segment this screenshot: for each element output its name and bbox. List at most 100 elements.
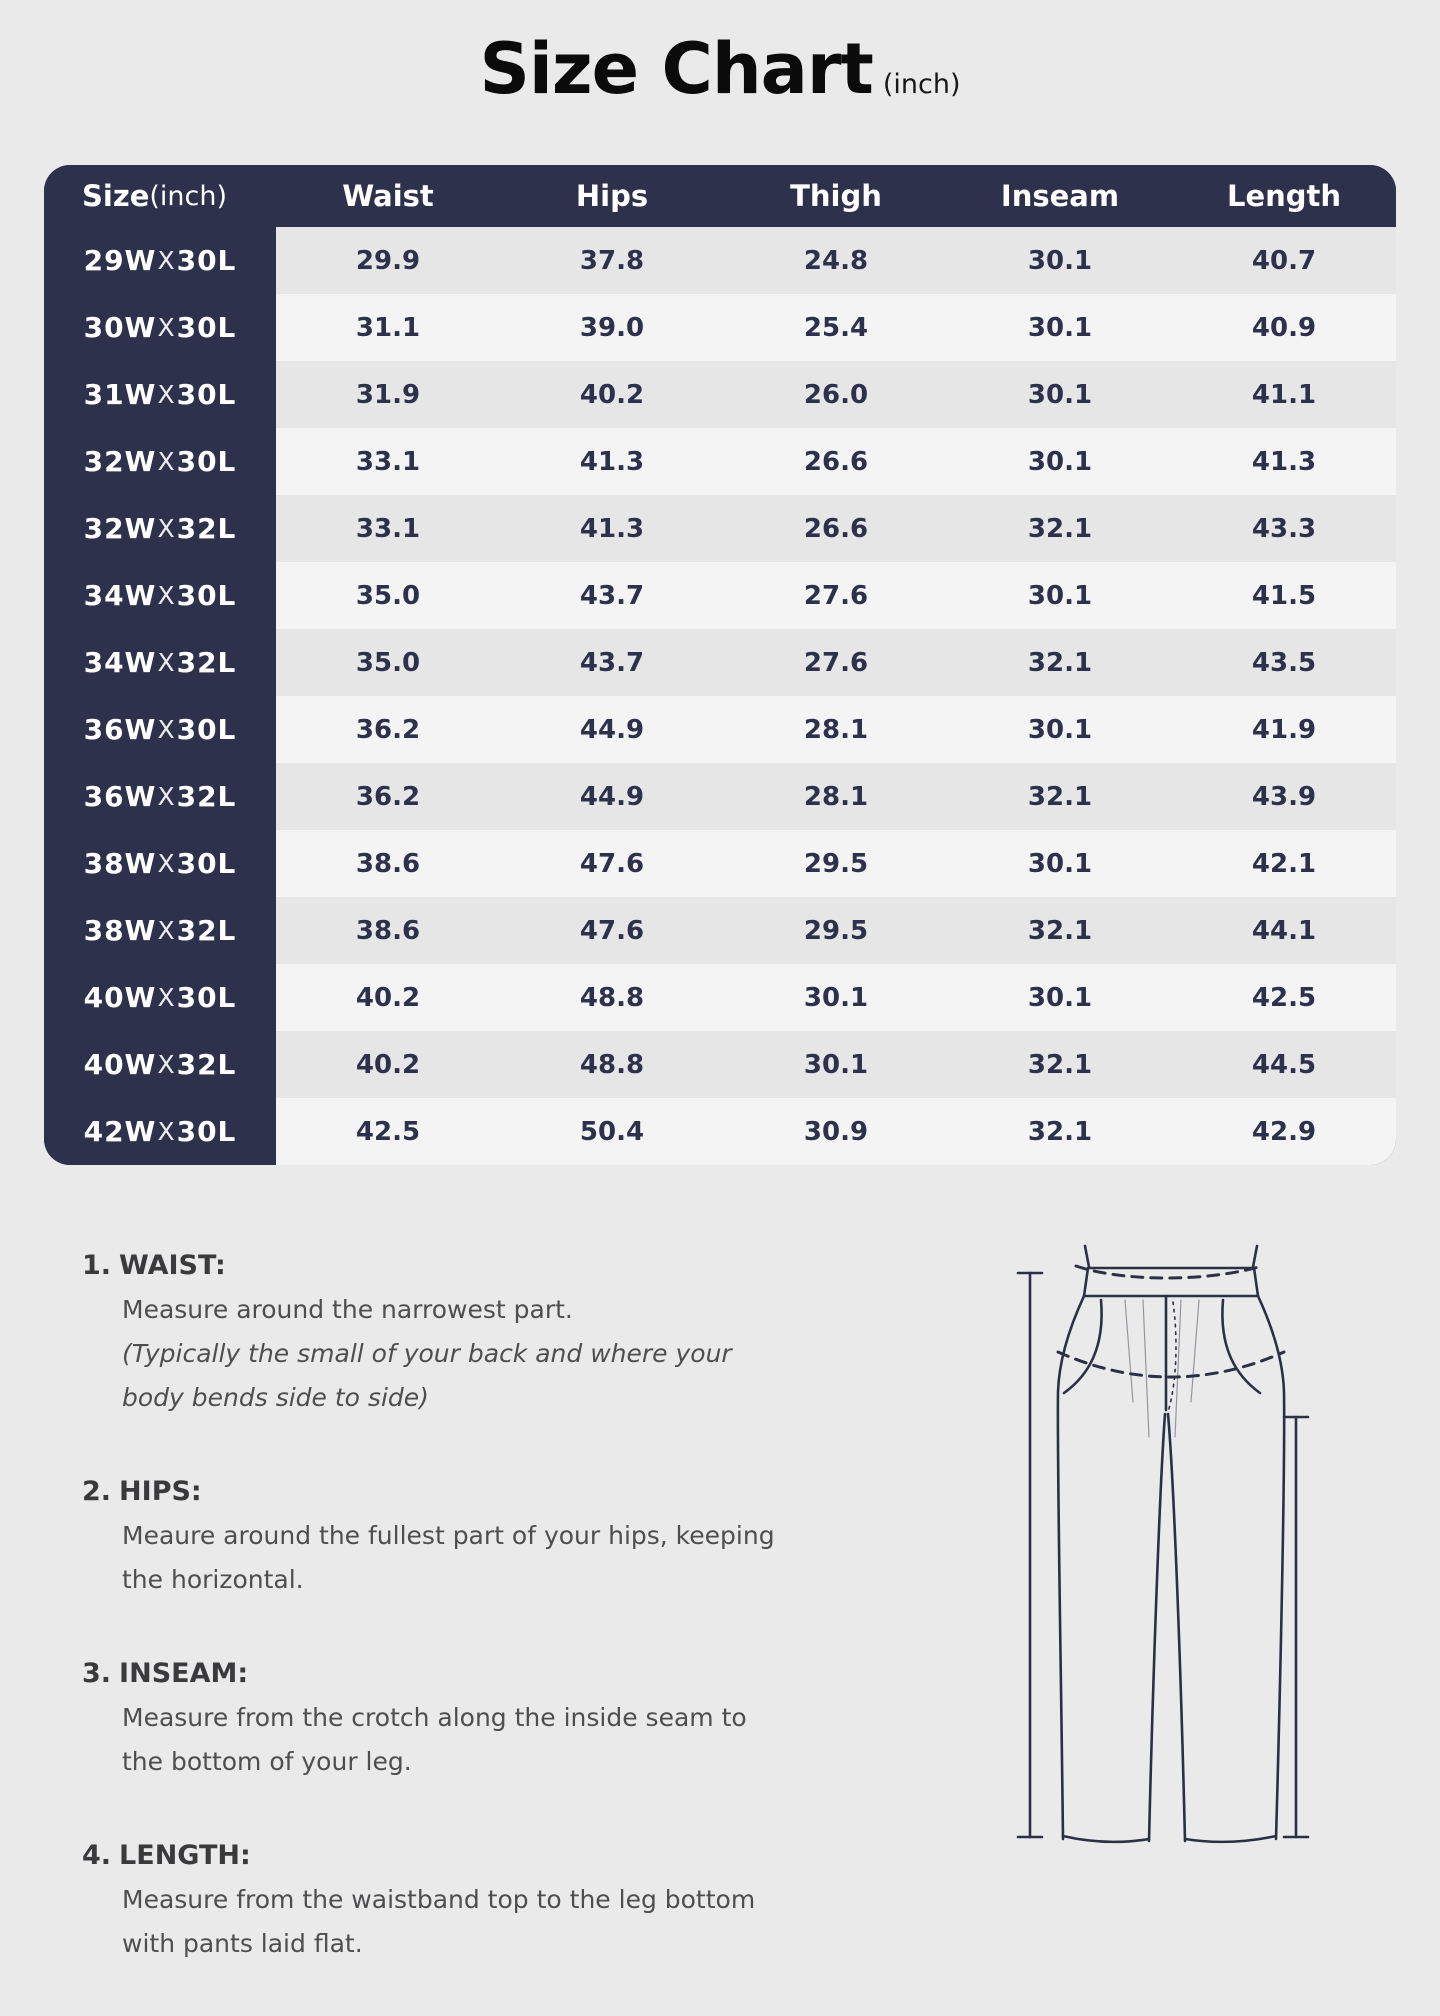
size-cell: 32W X 32L [44, 495, 276, 562]
instruction-heading: 1. WAIST: [82, 1244, 842, 1288]
instruction-title: WAIST: [119, 1250, 226, 1281]
value-cell: 32.1 [948, 1098, 1172, 1165]
column-header-waist: Waist [276, 165, 500, 227]
size-cell: 40W X 32L [44, 1031, 276, 1098]
value-cell: 44.5 [1172, 1031, 1396, 1098]
column-header-thigh: Thigh [724, 165, 948, 227]
value-cell: 38.6 [276, 897, 500, 964]
value-cell: 47.6 [500, 830, 724, 897]
size-x: X [157, 916, 176, 945]
size-cell: 32W X 30L [44, 428, 276, 495]
value-cell: 41.5 [1172, 562, 1396, 629]
value-cell: 36.2 [276, 763, 500, 830]
size-cell: 34W X 32L [44, 629, 276, 696]
value-cell: 26.6 [724, 495, 948, 562]
instruction-number: 1. [82, 1250, 112, 1281]
value-cell: 28.1 [724, 763, 948, 830]
instruction-title: INSEAM: [119, 1658, 249, 1689]
value-cell: 43.7 [500, 629, 724, 696]
size-l: 32L [176, 646, 237, 679]
value-cell: 40.2 [500, 361, 724, 428]
size-l: 30L [176, 311, 237, 344]
value-cell: 41.3 [1172, 428, 1396, 495]
instruction-line: Meaure around the fullest part of your h… [122, 1521, 775, 1550]
size-cell: 38W X 30L [44, 830, 276, 897]
value-cell: 30.1 [948, 361, 1172, 428]
size-cell: 36W X 30L [44, 696, 276, 763]
value-cell: 32.1 [948, 763, 1172, 830]
value-cell: 47.6 [500, 897, 724, 964]
value-cell: 31.1 [276, 294, 500, 361]
value-cell: 32.1 [948, 629, 1172, 696]
size-l: 30L [176, 445, 237, 478]
column-header-inseam: Inseam [948, 165, 1172, 227]
value-cell: 42.5 [1172, 964, 1396, 1031]
size-cell: 40W X 30L [44, 964, 276, 1031]
value-cell: 44.9 [500, 763, 724, 830]
size-w: 42W [83, 1115, 157, 1148]
inseam-measure-line [1282, 1415, 1310, 1839]
size-l: 30L [176, 579, 237, 612]
value-cell: 40.7 [1172, 227, 1396, 294]
instruction-inseam: 3. INSEAM: Measure from the crotch along … [82, 1652, 842, 1784]
value-cell: 28.1 [724, 696, 948, 763]
size-x: X [157, 1050, 176, 1079]
value-cell: 30.1 [948, 696, 1172, 763]
value-cell: 27.6 [724, 629, 948, 696]
instruction-line: the horizontal. [122, 1565, 304, 1594]
instruction-hips: 2. HIPS: Meaure around the fullest part o… [82, 1470, 842, 1602]
value-cell: 43.3 [1172, 495, 1396, 562]
size-cell: 36W X 32L [44, 763, 276, 830]
size-cell: 31W X 30L [44, 361, 276, 428]
size-l: 30L [176, 981, 237, 1014]
size-w: 31W [83, 378, 157, 411]
value-cell: 29.5 [724, 830, 948, 897]
size-l: 32L [176, 914, 237, 947]
value-cell: 30.1 [948, 830, 1172, 897]
instruction-title: LENGTH: [119, 1840, 251, 1871]
size-l: 30L [176, 378, 237, 411]
value-cell: 44.1 [1172, 897, 1396, 964]
value-cell: 32.1 [948, 897, 1172, 964]
size-w: 36W [83, 713, 157, 746]
value-cell: 40.2 [276, 1031, 500, 1098]
value-cell: 39.0 [500, 294, 724, 361]
value-cell: 30.1 [724, 1031, 948, 1098]
value-cell: 30.1 [948, 562, 1172, 629]
instruction-line: with pants laid flat. [122, 1929, 363, 1958]
value-cell: 31.9 [276, 361, 500, 428]
value-cell: 30.1 [724, 964, 948, 1031]
instruction-number: 4. [82, 1840, 112, 1871]
value-cell: 30.1 [948, 428, 1172, 495]
value-cell: 30.1 [948, 227, 1172, 294]
instruction-waist: 1. WAIST: Measure around the narrowest pa… [82, 1244, 842, 1420]
value-cell: 41.3 [500, 428, 724, 495]
value-cell: 48.8 [500, 964, 724, 1031]
size-header-sub: (inch) [149, 180, 228, 212]
instruction-line: Measure from the waistband top to the le… [122, 1885, 756, 1914]
value-cell: 29.9 [276, 227, 500, 294]
size-cell: 30W X 30L [44, 294, 276, 361]
measuring-instructions: 1. WAIST: Measure around the narrowest pa… [82, 1244, 842, 2016]
size-x: X [157, 447, 176, 476]
value-cell: 42.9 [1172, 1098, 1396, 1165]
value-cell: 43.9 [1172, 763, 1396, 830]
value-cell: 32.1 [948, 1031, 1172, 1098]
size-l: 32L [176, 1048, 237, 1081]
value-cell: 30.1 [948, 294, 1172, 361]
size-w: 40W [83, 1048, 157, 1081]
value-cell: 40.2 [276, 964, 500, 1031]
size-x: X [157, 648, 176, 677]
size-w: 34W [83, 646, 157, 679]
size-l: 32L [176, 512, 237, 545]
size-x: X [157, 983, 176, 1012]
value-cell: 41.9 [1172, 696, 1396, 763]
page-title-unit: (inch) [882, 69, 961, 100]
instruction-heading: 2. HIPS: [82, 1470, 842, 1514]
size-w: 32W [83, 512, 157, 545]
size-l: 30L [176, 847, 237, 880]
value-cell: 33.1 [276, 495, 500, 562]
size-cell: 29W X 30L [44, 227, 276, 294]
column-header-hips: Hips [500, 165, 724, 227]
page-title: Size Chart (inch) [0, 28, 1440, 110]
